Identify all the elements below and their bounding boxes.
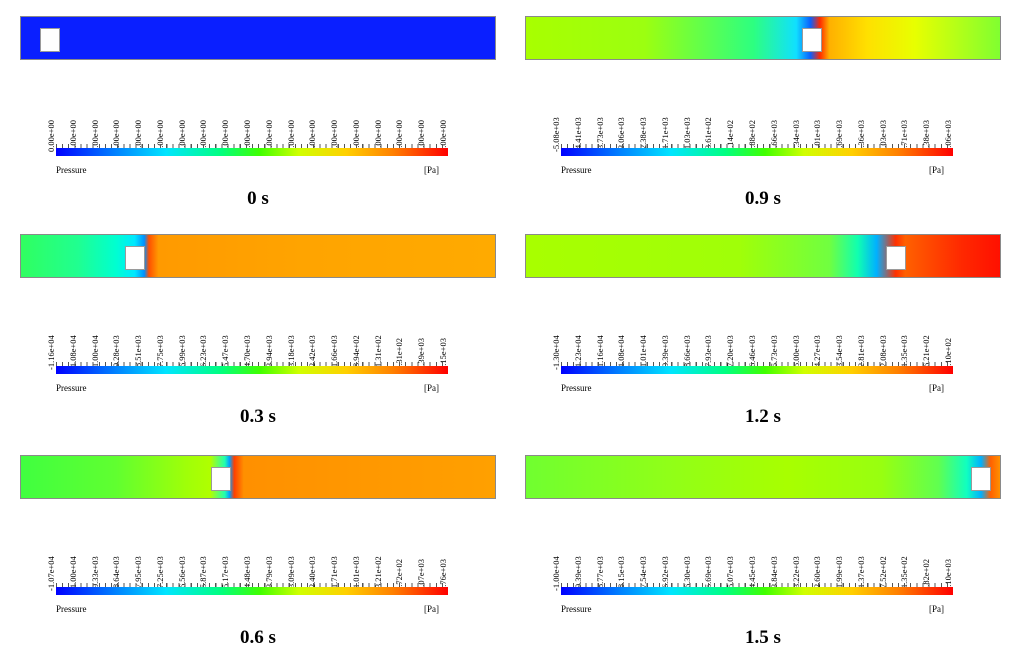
- colorbar-minor-ticks: [56, 362, 448, 366]
- panel-1.5s: -1.00e+04 -9.39e+03 -8.77e+03 -8.15e+03 -7.5…: [525, 455, 1003, 660]
- colorbar-minor-ticks: [561, 144, 953, 148]
- colorbar-unit: [Pa]: [424, 383, 439, 393]
- pressure-field-1.2s: [525, 234, 1001, 278]
- colorbar: [56, 587, 448, 595]
- panel-0.6s: -1.07e+04 -1.00e+04 -9.33e+03 -8.64e+03 -7.9…: [20, 455, 498, 660]
- pressure-field-0.6s: [20, 455, 496, 499]
- colorbar: [561, 366, 953, 374]
- pressure-field-1.5s: [525, 455, 1001, 499]
- colorbar-unit: [Pa]: [424, 604, 439, 614]
- obstacle: [802, 28, 822, 52]
- time-label: 1.2 s: [745, 406, 781, 427]
- time-label: 1.5 s: [745, 627, 781, 648]
- time-label: 0.6 s: [240, 627, 276, 648]
- colorbar: [56, 148, 448, 156]
- colorbar-unit: [Pa]: [929, 383, 944, 393]
- obstacle: [40, 28, 60, 52]
- time-label: 0.3 s: [240, 406, 276, 427]
- obstacle: [971, 467, 991, 491]
- colorbar: [561, 148, 953, 156]
- panel-0.9s: -5.08e+03 -4.41e+03 -3.73e+03 -3.06e+03 -2.3…: [525, 16, 1003, 221]
- colorbar-minor-ticks: [56, 144, 448, 148]
- colorbar-quantity: Pressure: [56, 165, 87, 175]
- colorbar-quantity: Pressure: [56, 383, 87, 393]
- obstacle: [125, 246, 145, 270]
- colorbar: [561, 587, 953, 595]
- colorbar-quantity: Pressure: [561, 383, 592, 393]
- colorbar-unit: [Pa]: [929, 604, 944, 614]
- colorbar-minor-ticks: [561, 583, 953, 587]
- time-label: 0 s: [247, 188, 269, 209]
- colorbar-quantity: Pressure: [561, 165, 592, 175]
- colorbar-minor-ticks: [56, 583, 448, 587]
- colorbar-quantity: Pressure: [561, 604, 592, 614]
- colorbar-unit: [Pa]: [929, 165, 944, 175]
- obstacle: [886, 246, 906, 270]
- colorbar-quantity: Pressure: [56, 604, 87, 614]
- pressure-field-0.3s: [20, 234, 496, 278]
- panel-1.2s: -1.30e+04 -1.23e+04 -1.16e+04 -1.08e+04 -1.0…: [525, 234, 1003, 439]
- colorbar: [56, 366, 448, 374]
- colorbar-unit: [Pa]: [424, 165, 439, 175]
- pressure-field-0.9s: [525, 16, 1001, 60]
- panel-0s: 0.00e+00 0.00e+00 0.00e+00 0.00e+00 0.00e+00…: [20, 16, 498, 221]
- colorbar-minor-ticks: [561, 362, 953, 366]
- pressure-field-0s: [20, 16, 496, 60]
- panel-0.3s: -1.16e+04 -1.08e+04 -1.00e+04 -9.28e+03 -8.5…: [20, 234, 498, 439]
- obstacle: [211, 467, 231, 491]
- time-label: 0.9 s: [745, 188, 781, 209]
